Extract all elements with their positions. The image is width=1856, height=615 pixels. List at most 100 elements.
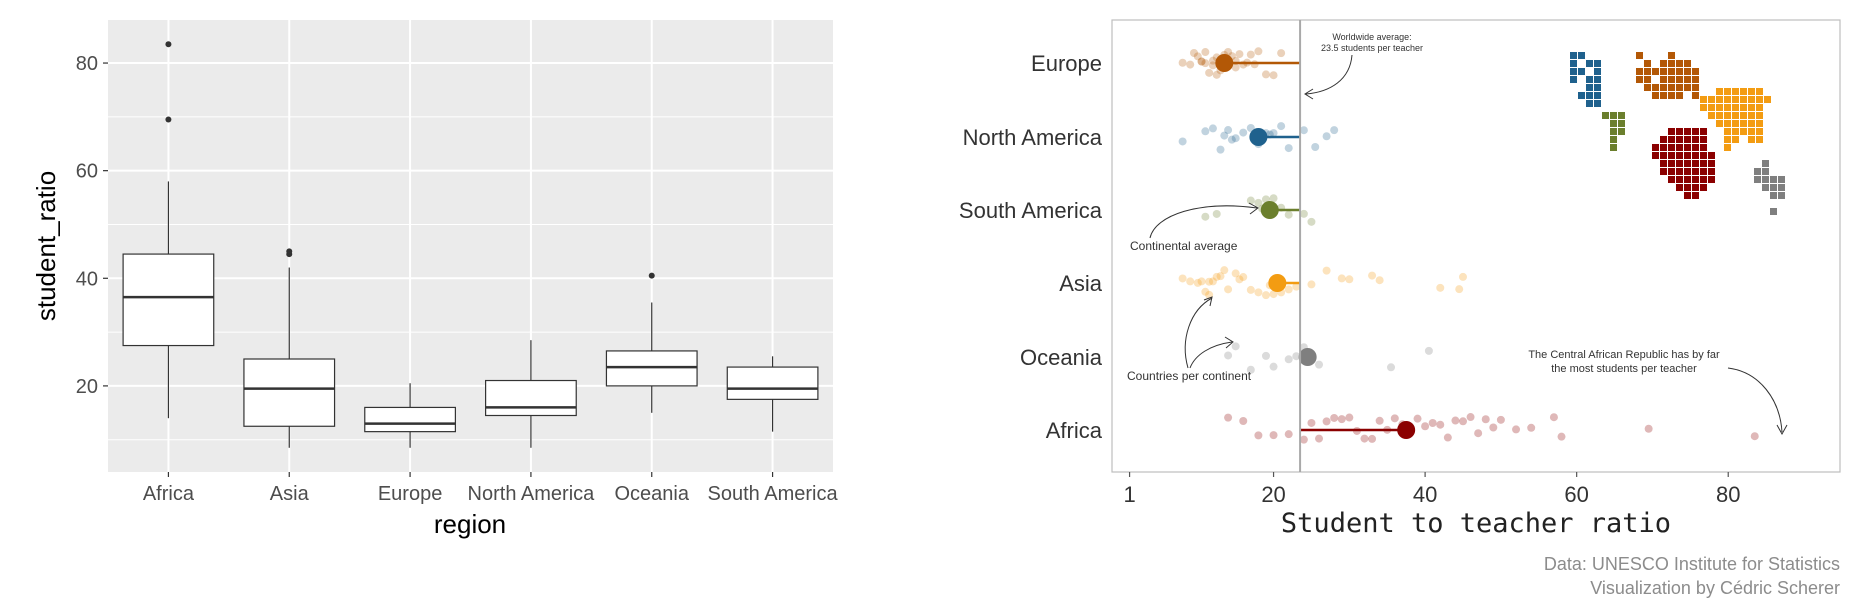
map-tile [1754,168,1761,175]
map-tile [1692,76,1699,83]
map-tile [1724,104,1731,111]
map-tile [1740,128,1747,135]
mean-point-asia [1268,274,1287,292]
caption-line-2: Visualization by Cédric Scherer [1590,578,1840,598]
country-point [1424,346,1433,355]
map-tile [1732,128,1739,135]
country-point [1224,285,1233,294]
map-tile [1668,136,1675,143]
countries-per-continent-note: Countries per continent [1127,369,1252,383]
country-point [1387,363,1396,372]
country-point [1307,418,1316,427]
dotplot-x-tick-label: 60 [1564,482,1588,507]
continental-average-arrowhead [1248,202,1259,215]
country-point [1254,47,1263,56]
country-point [1375,416,1384,425]
country-point [1292,282,1301,291]
map-tile [1716,104,1723,111]
dotplot-plot-border [1111,19,1841,473]
country-point [1212,272,1221,281]
dotplot-category-label: Africa [1046,418,1103,443]
map-tile [1708,160,1715,167]
map-tile [1660,60,1667,67]
map-tile [1684,152,1691,159]
map-tile [1708,112,1715,119]
map-tile [1692,128,1699,135]
country-point [1201,212,1210,221]
map-tile [1676,60,1683,67]
map-tile [1684,84,1691,91]
map-tile [1740,104,1747,111]
country-point [1466,413,1475,422]
map-tile [1684,76,1691,83]
boxplot-plot-background [108,20,833,472]
country-point [1383,425,1392,434]
map-tile [1716,88,1723,95]
map-tile [1660,76,1667,83]
country-point [1269,129,1278,138]
country-point [1368,434,1377,443]
map-tile [1668,128,1675,135]
country-point [1201,287,1210,296]
map-tile [1570,60,1577,67]
map-tile [1778,176,1785,183]
map-tile [1732,88,1739,95]
map-tile [1586,60,1593,67]
map-tile [1762,160,1769,167]
country-point [1208,277,1217,286]
worldwide-average-arrowhead [1304,88,1314,100]
country-point [1269,362,1278,371]
country-point [1224,47,1233,56]
country-point [1481,415,1490,424]
country-point [1455,285,1464,294]
country-point [1277,49,1286,58]
country-point [1261,351,1270,360]
country-point [1277,122,1286,131]
dotplot-x-tick-label: 20 [1261,482,1285,507]
mean-point-oceania [1298,348,1317,366]
map-tile [1594,60,1601,67]
map-tile [1778,184,1785,191]
map-tile [1668,152,1675,159]
box-iqr [726,366,819,400]
box-iqr [122,253,215,347]
map-tile [1748,120,1755,127]
map-tile [1668,52,1675,59]
map-tile [1692,68,1699,75]
map-tile [1610,120,1617,127]
country-point [1239,417,1248,426]
country-point [1315,434,1324,443]
map-tile [1770,208,1777,215]
map-tile [1748,136,1755,143]
country-point [1292,352,1301,361]
map-tile [1668,68,1675,75]
map-tile [1700,176,1707,183]
country-point [1436,283,1445,292]
world-tile-map [1570,52,1785,215]
country-point [1322,132,1331,141]
boxplot-boxes [122,41,819,448]
dotplot-category-label: North America [963,125,1103,150]
boxplot-y-axis: 20 40 60 80 [76,53,108,398]
country-point [1311,142,1320,151]
map-tile [1668,84,1675,91]
map-tile [1692,176,1699,183]
map-tile [1692,192,1699,199]
country-point [1512,425,1521,434]
box-iqr [485,379,577,417]
map-tile [1676,68,1683,75]
map-tile [1724,144,1731,151]
country-point [1193,52,1202,61]
country-point [1269,290,1278,299]
map-tile [1594,92,1601,99]
map-tile [1684,176,1691,183]
countries-arrow-oceania [1189,341,1233,369]
map-tile [1636,68,1643,75]
country-point [1459,272,1467,281]
map-tile [1732,96,1739,103]
map-tile [1660,136,1667,143]
box-outlier [648,272,655,279]
country-point [1261,291,1270,300]
country-point [1246,365,1255,374]
box-north-america [485,340,577,448]
